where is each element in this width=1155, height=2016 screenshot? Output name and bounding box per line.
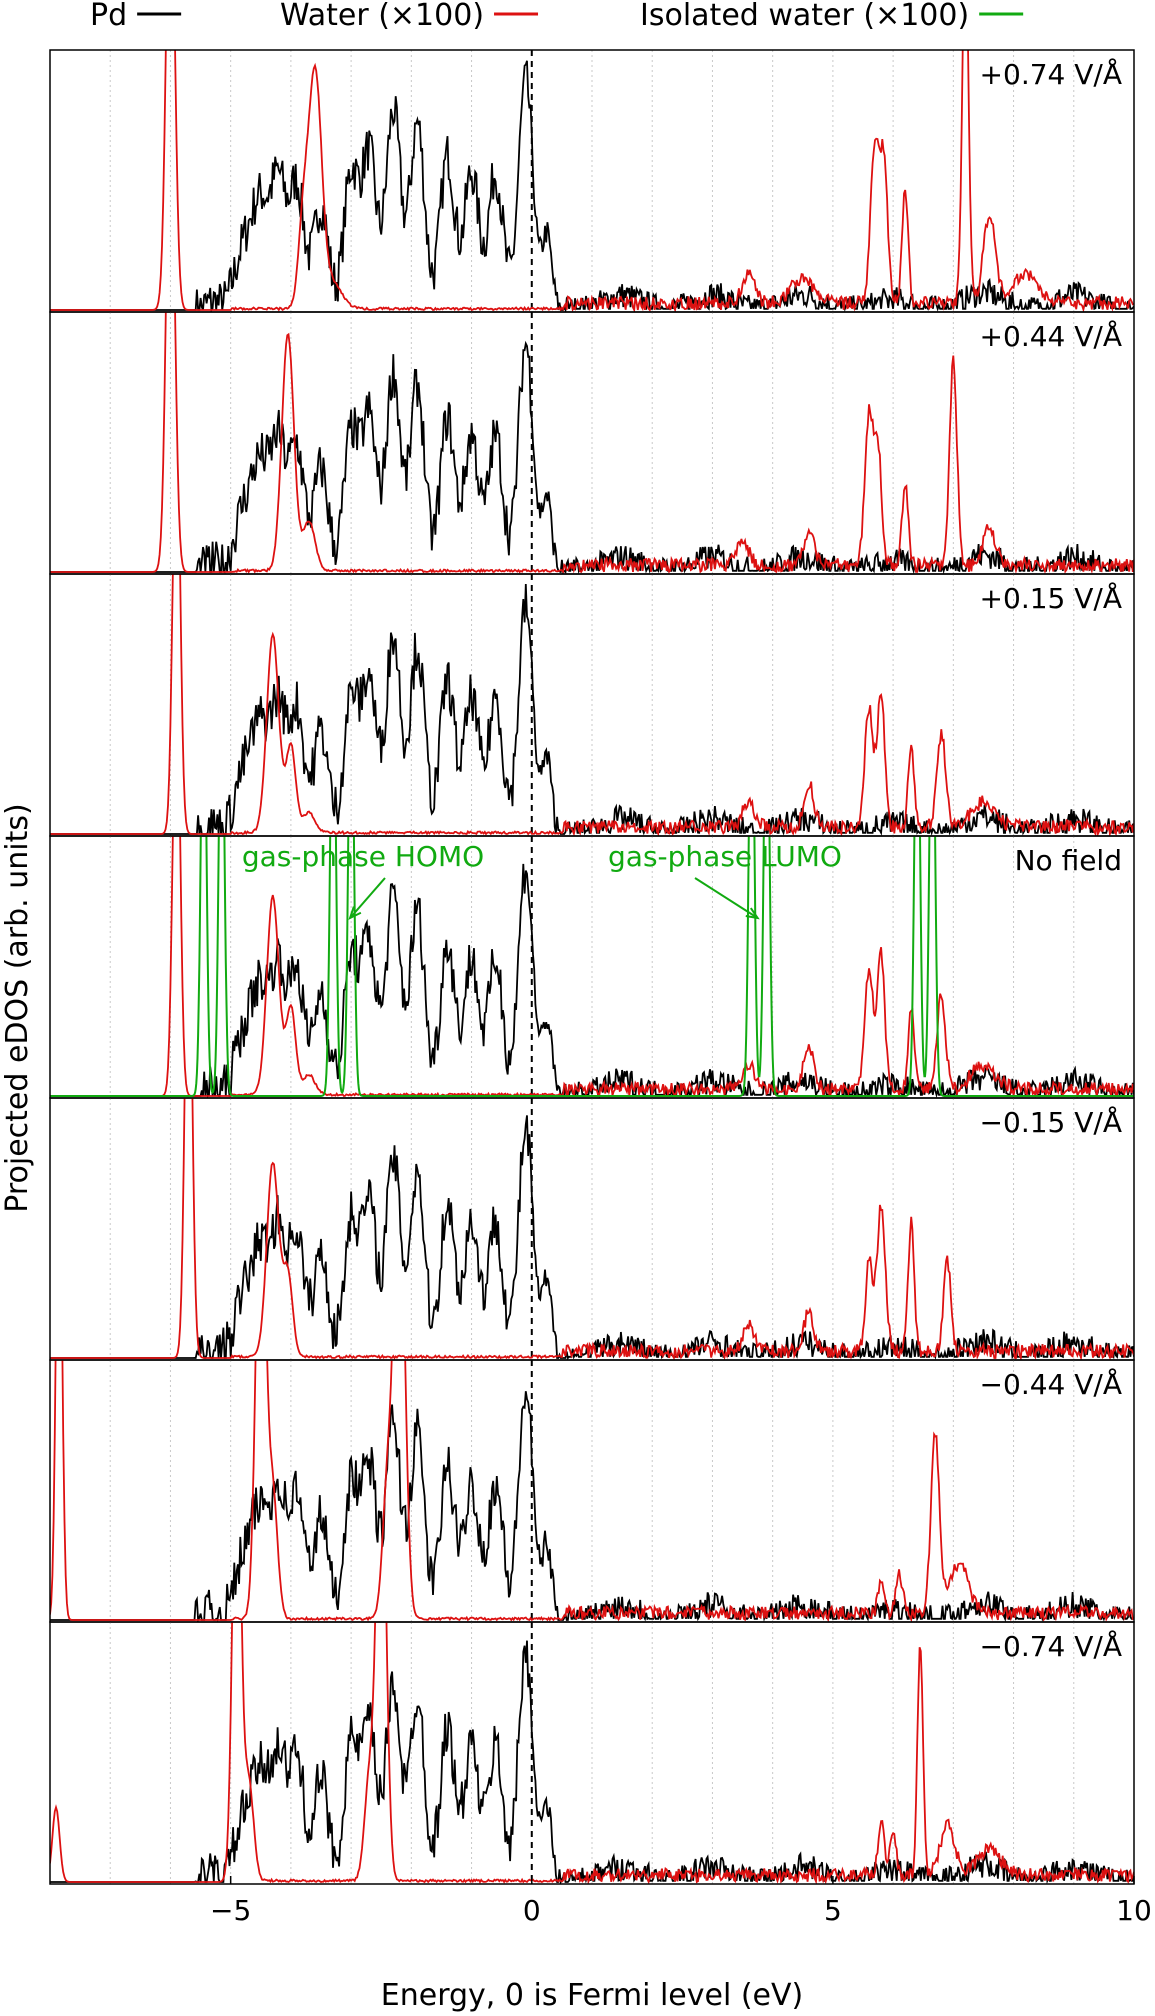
x-tick-label: 0 (523, 1894, 541, 1927)
annotation-label: gas-phase HOMO (242, 840, 484, 873)
annotation-label: gas-phase LUMO (608, 840, 842, 873)
panel: +0.74 V/Å (50, 0, 1134, 312)
pd-series-line (50, 1641, 1134, 1882)
legend: Pd Water (×100) Isolated water (×100) (90, 0, 1023, 33)
panel: −0.44 V/Å (50, 1132, 1134, 1622)
x-tick-label: 10 (1116, 1894, 1152, 1927)
legend-label: Pd (90, 0, 127, 33)
panel-label: No field (1015, 844, 1122, 877)
pd-series-line (50, 1115, 1134, 1358)
panel-label: −0.15 V/Å (980, 1105, 1122, 1139)
panel-label: −0.44 V/Å (980, 1367, 1122, 1401)
panel: +0.15 V/Å (50, 398, 1134, 836)
x-tick-label: 5 (824, 1894, 842, 1927)
panels: +0.74 V/Å +0.44 V/Å +0.15 V/Å No field gas-p… (50, 0, 1134, 1884)
x-axis-label: Energy, 0 is Fermi level (eV) (381, 1978, 803, 2013)
panel-label: +0.44 V/Å (980, 319, 1122, 353)
y-axis-label: Projected eDOS (arb. units) (0, 803, 35, 1212)
panel-label: +0.74 V/Å (980, 57, 1122, 91)
panel-label: +0.15 V/Å (980, 581, 1122, 615)
panel: −0.74 V/Å (50, 1403, 1134, 1884)
x-tick-label: −5 (210, 1894, 251, 1927)
panel-label: −0.74 V/Å (980, 1629, 1122, 1663)
legend-label: Water (×100) (280, 0, 484, 33)
legend-label: Isolated water (×100) (640, 0, 969, 33)
